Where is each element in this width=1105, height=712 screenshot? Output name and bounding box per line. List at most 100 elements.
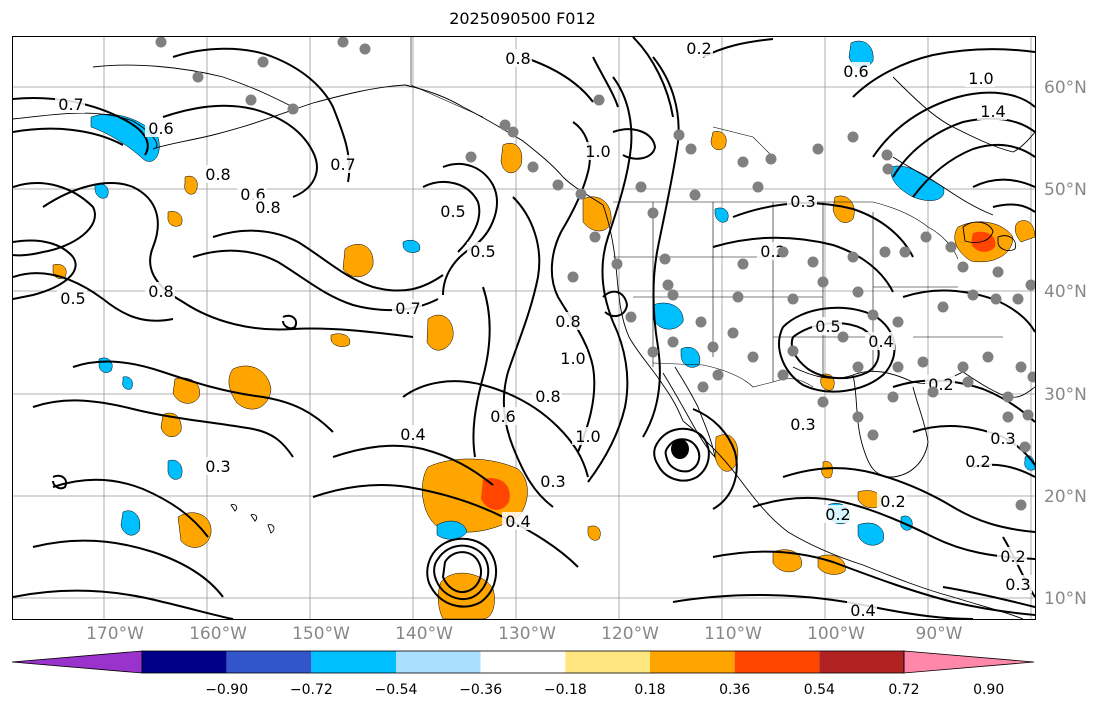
contour-labels: 0.20.80.6 1.01.40.70.60.80.60.50.71.00.80… [55, 39, 1032, 619]
map-area[interactable]: 0.2 0.8 0.6 1.0 1.4 0.7 0.6 0.8 0.6 0.5 0.7 1.0 0.8 0… [12, 36, 1036, 620]
borders [410, 37, 1003, 388]
station-marker [777, 246, 789, 258]
longitude-label: 110°W [704, 624, 762, 644]
contour-label: 1.0 [585, 142, 610, 161]
contour-label-bg [965, 69, 995, 87]
colorbar-tick-label: −0.72 [289, 682, 333, 698]
contour-label: 1.0 [968, 69, 993, 88]
colorbar-tick-label: 0.72 [888, 682, 920, 698]
latitude-label: 10°N [1044, 589, 1087, 609]
colorbar-segment [396, 651, 481, 673]
station-marker [881, 149, 893, 161]
positive-anomaly [832, 195, 855, 223]
contour-label: 0.7 [58, 95, 83, 114]
negative-anomaly [436, 520, 468, 540]
positive-anomaly [582, 196, 612, 232]
station-marker [967, 289, 979, 301]
contour-label-bg [840, 62, 870, 80]
contour-label: 0.4 [868, 332, 893, 351]
contour-label: 0.8 [205, 165, 230, 184]
negative-anomaly [122, 376, 133, 390]
station-marker [777, 369, 789, 381]
colorbar-segment [650, 651, 735, 673]
contour-label: 0.8 [255, 198, 280, 217]
station-marker [737, 156, 749, 168]
contour-label-bg [683, 39, 713, 57]
contour-label: 0.8 [505, 49, 530, 68]
longitude-label: 170°W [86, 624, 144, 644]
station-marker [1022, 409, 1034, 421]
station-marker [812, 143, 824, 155]
positive-anomaly-core [481, 478, 510, 511]
positive-anomaly [172, 377, 200, 404]
station-marker [707, 341, 719, 353]
negative-anomaly [94, 183, 109, 199]
latitude-label: 30°N [1044, 385, 1087, 405]
longitude-label: 160°W [189, 624, 247, 644]
contour-label: 0.2 [686, 39, 711, 58]
station-marker [635, 181, 647, 193]
low-center-marker [671, 439, 689, 459]
negative-anomaly [402, 239, 421, 253]
colorbar [12, 650, 1035, 674]
station-marker [659, 253, 671, 265]
contour-label-bg [572, 427, 602, 445]
station-marker [852, 411, 864, 423]
longitude-label: 120°W [601, 624, 659, 644]
station-marker [817, 396, 829, 408]
contours [13, 37, 1035, 619]
contour-label: 0.7 [395, 299, 420, 318]
station-marker [575, 188, 587, 200]
station-marker [567, 271, 579, 283]
contour-label-bg [57, 289, 87, 307]
positive-anomaly [184, 175, 198, 195]
station-marker [787, 345, 799, 357]
station-marker [817, 276, 829, 288]
station-marker [1025, 279, 1035, 291]
station-marker [287, 103, 299, 115]
contour-label: 1.4 [980, 102, 1005, 121]
station-marker [697, 381, 709, 393]
station-marker [882, 163, 894, 175]
contour-label: 0.4 [505, 512, 530, 531]
station-marker [647, 207, 659, 219]
contour-label-bg [877, 492, 907, 510]
station-marker [465, 151, 477, 163]
latitude-label: 40°N [1044, 282, 1087, 302]
station-marker [685, 143, 697, 155]
contour-label-bg [487, 407, 517, 425]
station-marker [647, 346, 659, 358]
longitude-label: 150°W [292, 624, 350, 644]
contour-label: 0.5 [815, 317, 840, 336]
station-marker [957, 361, 969, 373]
station-marker [155, 37, 167, 48]
positive-anomaly-core [971, 231, 996, 252]
colorbar-tick-label: −0.90 [205, 682, 249, 698]
contour-label-bg [787, 415, 817, 433]
negative-anomaly [167, 459, 183, 480]
positive-anomaly [167, 211, 183, 227]
contour-label: 0.5 [440, 202, 465, 221]
station-marker [847, 131, 859, 143]
colorbar-extend-high [903, 650, 1035, 674]
contour-label: 0.3 [1005, 575, 1030, 594]
station-marker [673, 129, 685, 141]
longitude-label: 130°W [498, 624, 556, 644]
station-markers [155, 37, 1035, 511]
negative-anomaly [1024, 455, 1035, 471]
station-marker [887, 391, 899, 403]
colorbar-tick-label: −0.18 [543, 682, 587, 698]
station-marker [625, 311, 637, 323]
positive-anomaly [177, 512, 212, 548]
graticule [13, 37, 1035, 619]
contour-label: 0.5 [60, 289, 85, 308]
contour-label: 0.3 [990, 429, 1015, 448]
station-marker [589, 231, 601, 243]
positive-anomaly [587, 525, 601, 541]
contour-label: 0.3 [205, 457, 230, 476]
station-marker [1015, 361, 1027, 373]
station-marker [765, 153, 777, 165]
colorbar-segment [311, 651, 396, 673]
colorbar-tick-label: 0.54 [803, 682, 835, 698]
longitude-label: 90°W [915, 624, 963, 644]
